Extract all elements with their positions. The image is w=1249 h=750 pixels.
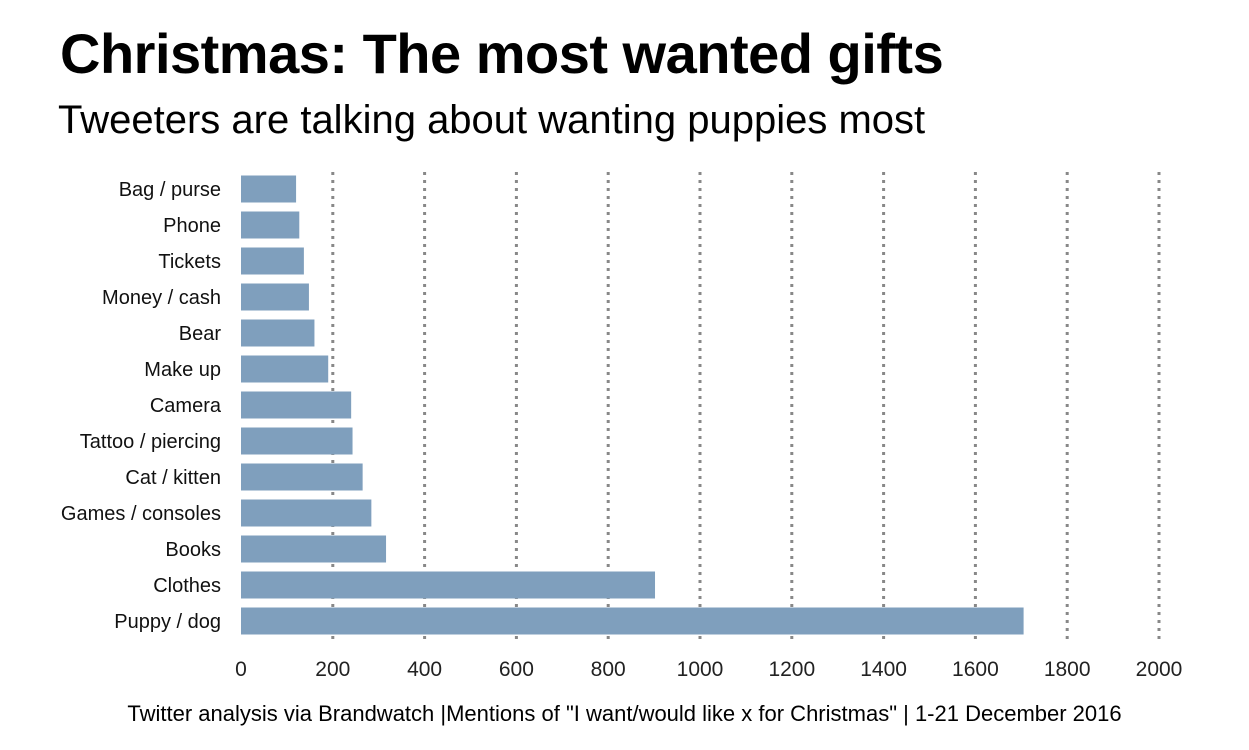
x-tick-label: 1400 xyxy=(860,658,907,681)
x-tick-label: 400 xyxy=(407,658,442,681)
category-label: Bear xyxy=(179,323,222,345)
x-tick-label: 1600 xyxy=(952,658,999,681)
bar-clothes xyxy=(241,571,656,599)
bar-make-up xyxy=(241,355,329,383)
bar-phone xyxy=(241,211,300,239)
bar-puppy-dog xyxy=(241,607,1024,635)
bar-games-consoles xyxy=(241,499,372,527)
category-labels: Bag / purse Phone Tickets Money / cash Bear M… xyxy=(61,179,222,633)
x-axis-tick-labels: 0 200 400 600 800 1000 1200 1400 1600 1800 2000 xyxy=(235,658,1182,681)
category-label: Tattoo / piercing xyxy=(80,431,221,453)
x-tick-label: 800 xyxy=(591,658,626,681)
chart-title: Christmas: The most wanted gifts xyxy=(60,22,944,85)
bar-money-cash xyxy=(241,283,309,311)
x-tick-label: 1800 xyxy=(1044,658,1091,681)
x-tick-label: 1000 xyxy=(677,658,724,681)
bar-bear xyxy=(241,319,315,347)
category-label: Money / cash xyxy=(102,287,221,309)
bar-bag-purse xyxy=(241,175,297,203)
bar-camera xyxy=(241,391,352,419)
bar-tattoo-piercing xyxy=(241,427,353,455)
bar-tickets xyxy=(241,247,304,275)
category-label: Games / consoles xyxy=(61,503,221,525)
chart-subtitle: Tweeters are talking about wanting puppi… xyxy=(58,98,926,142)
category-label: Clothes xyxy=(153,575,221,597)
bar-books xyxy=(241,535,387,563)
x-tick-label: 0 xyxy=(235,658,247,681)
category-label: Puppy / dog xyxy=(114,611,221,633)
bar-cat-kitten xyxy=(241,463,363,491)
x-tick-label: 1200 xyxy=(768,658,815,681)
grid-lines xyxy=(331,172,1161,640)
category-label: Bag / purse xyxy=(119,179,221,201)
category-label: Books xyxy=(165,539,221,561)
category-label: Camera xyxy=(150,395,222,417)
category-label: Make up xyxy=(144,359,221,381)
category-label: Cat / kitten xyxy=(125,467,221,489)
x-tick-label: 600 xyxy=(499,658,534,681)
category-label: Tickets xyxy=(158,251,221,273)
bars xyxy=(241,175,1024,635)
x-tick-label: 200 xyxy=(315,658,350,681)
category-label: Phone xyxy=(163,215,221,237)
source-footer: Twitter analysis via Brandwatch |Mention… xyxy=(127,701,1122,726)
x-tick-label: 2000 xyxy=(1136,658,1183,681)
